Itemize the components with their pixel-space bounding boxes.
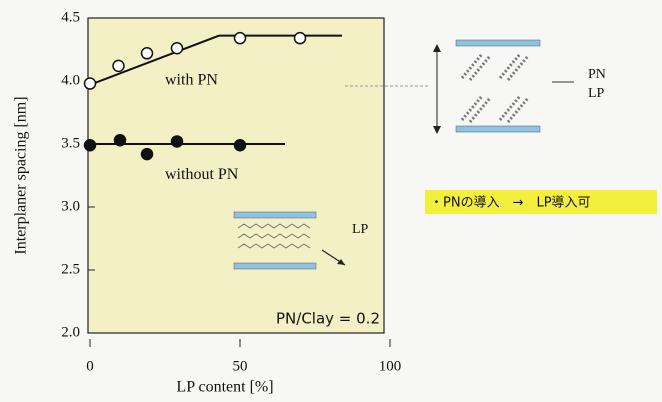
x-tick-label: 100 (379, 358, 402, 374)
y-tick-label: 3.0 (61, 198, 80, 214)
data-point (235, 33, 246, 44)
data-point (85, 140, 96, 151)
x-tick-label: 50 (233, 358, 248, 374)
data-point (113, 60, 124, 71)
series-label: without PN (165, 166, 239, 183)
data-point (295, 33, 306, 44)
x-tick-label: 0 (86, 358, 94, 374)
y-tick-label: 2.0 (61, 324, 80, 340)
clay-layer (456, 40, 540, 46)
data-point (85, 78, 96, 89)
y-tick-label: 4.5 (61, 9, 80, 25)
side-label: LP (588, 86, 605, 101)
clay-layer (456, 126, 540, 132)
y-axis-label: Interplaner spacing [nm] (13, 96, 30, 254)
y-tick-label: 2.5 (61, 261, 80, 277)
series-label: with PN (165, 72, 218, 89)
page: 2.0 2.5 3.0 3.5 4.0 4.5 0 50 100 LP content [%] In… (0, 0, 662, 402)
data-point (115, 135, 126, 146)
inset-label: LP (352, 222, 369, 237)
clay-layer (234, 212, 316, 218)
data-point (172, 43, 183, 54)
data-point (172, 136, 183, 147)
note: ・PNの導入 → LP導入可 (430, 196, 591, 211)
data-point (142, 149, 153, 160)
annotation: PN/Clay = 0.2 (276, 310, 380, 328)
y-tick-label: 4.0 (61, 72, 80, 88)
x-axis-label: LP content [%] (176, 379, 273, 396)
data-point (235, 140, 246, 151)
side-label: PN (588, 67, 606, 82)
y-tick-label: 3.5 (61, 135, 80, 151)
clay-layer (234, 263, 316, 269)
data-point (142, 48, 153, 59)
